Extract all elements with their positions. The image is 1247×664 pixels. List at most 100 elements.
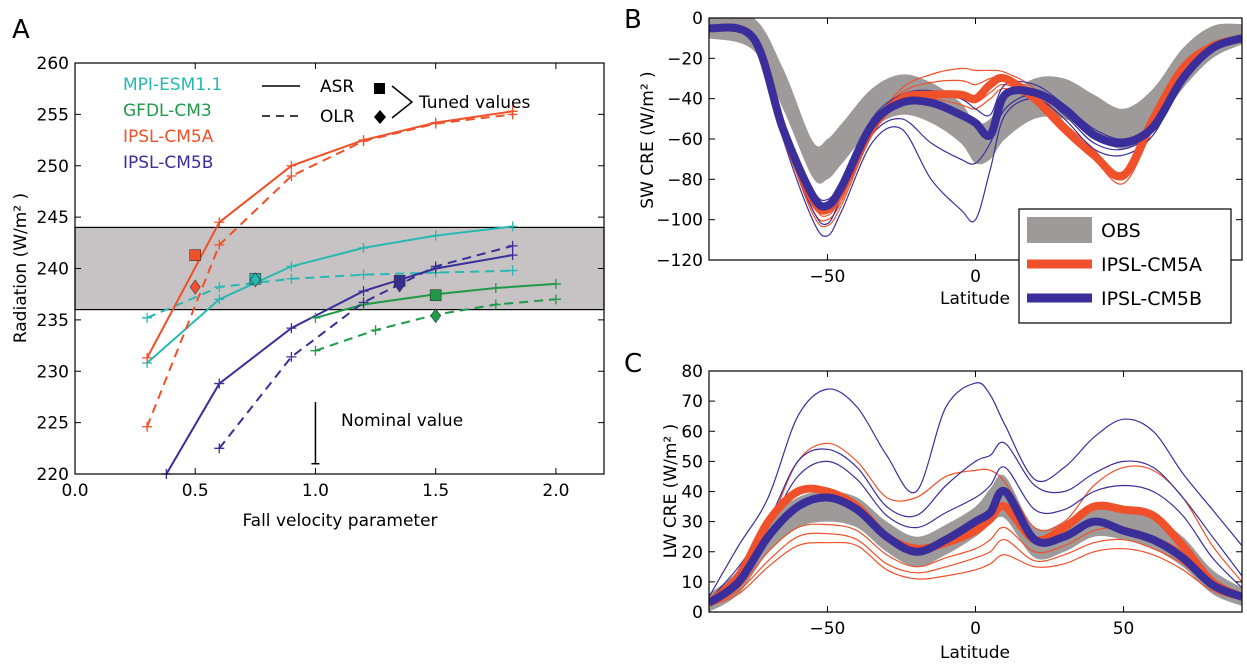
panel-b-ytick-label: −60 — [667, 130, 703, 150]
panel-a-xtick-label: 1.5 — [422, 481, 449, 501]
legend-model-mpi: MPI-ESM1.1 — [123, 75, 222, 95]
point-cm5b-olr-4 — [507, 240, 518, 251]
line-mpi-asr — [146, 225, 513, 364]
point-cm5a-olr-0 — [142, 421, 153, 432]
legend-tuned-label: Tuned values — [418, 93, 530, 113]
panel-c-axes-frame — [708, 370, 1243, 613]
line-mpi-olr — [146, 269, 513, 319]
point-mpi-asr-5 — [507, 221, 518, 232]
tuned-cm5a-olr — [189, 279, 201, 295]
point-cm5b-olr-2 — [358, 297, 369, 308]
panel-a-tuned-points — [189, 249, 442, 324]
panel-a-xtick-label: 2.0 — [542, 481, 569, 501]
line-cm5b-asr — [165, 254, 513, 475]
point-cm5a-asr-0 — [142, 352, 153, 363]
panel-c-ytick-label: 80 — [681, 362, 703, 382]
panel-a-ytick-label: 220 — [37, 465, 69, 485]
point-cm5a-olr-3 — [358, 136, 369, 147]
point-mpi-asr-4 — [430, 230, 441, 241]
panel-c-cm5a-member-3 — [709, 541, 1242, 607]
legend-obs-swatch — [1027, 217, 1092, 243]
panel-b-letter: B — [624, 5, 642, 35]
panel-a-ytick-label: 240 — [37, 260, 69, 280]
panel-a-xtick-label: 1.0 — [302, 481, 329, 501]
tuned-cm5b-olr — [394, 277, 405, 293]
legend-model-cm5b: IPSL-CM5B — [123, 153, 213, 173]
point-gfdl-asr-3 — [490, 283, 501, 294]
panel-b-ytick-label: −100 — [656, 211, 703, 231]
legend-square-marker — [374, 83, 385, 94]
tuned-mpi-olr — [249, 272, 261, 288]
point-gfdl-olr-4 — [550, 294, 561, 305]
tuned-cm5a-asr — [189, 249, 202, 261]
point-cm5a-asr-2 — [286, 160, 297, 171]
legend-olr-label: OLR — [320, 107, 355, 127]
line-cm5b-olr — [218, 244, 513, 449]
panel-a-ticks: 0.0 0.5 1.0 1.5 2.0 220 225 230 235 240 245 250 255 2… — [37, 54, 604, 501]
panel-c-xtick-label: 0 — [970, 619, 981, 639]
panel-c-ytick-label: 50 — [681, 452, 703, 472]
point-mpi-asr-2 — [286, 261, 297, 272]
point-cm5a-olr-4 — [430, 118, 441, 129]
panel-c-ticks: −50 0 50 0 10 20 30 40 50 60 70 80 — [681, 362, 1242, 639]
panel-a-letter: A — [12, 15, 30, 45]
line-cm5a-olr — [146, 113, 513, 428]
panel-a-ytick-label: 255 — [37, 105, 69, 125]
panel-c-cm5b-member-0 — [709, 382, 1242, 598]
legend-bracket — [391, 85, 414, 119]
legend-cm5a-label: IPSL-CM5A — [1101, 254, 1202, 276]
panel-b-ytick-label: −120 — [656, 251, 703, 271]
point-cm5a-olr-1 — [214, 239, 225, 250]
panel-c-ytick-label: 20 — [681, 543, 703, 563]
panel-c-cm5a-member-2 — [709, 532, 1242, 607]
target-band — [74, 226, 605, 311]
point-cm5b-olr-3 — [430, 261, 441, 272]
panel-b-ytick-label: −80 — [667, 170, 703, 190]
point-cm5b-olr-0 — [214, 443, 225, 454]
panel-c-xlabel: Latitude — [940, 643, 1010, 663]
point-cm5b-asr-3 — [358, 286, 369, 297]
panel-a-ytick-label: 230 — [37, 362, 69, 382]
panel-b-xlabel: Latitude — [940, 289, 1010, 309]
nominal-value-label: Nominal value — [341, 411, 463, 431]
point-mpi-olr-3 — [358, 269, 369, 280]
point-cm5a-asr-1 — [214, 217, 225, 228]
panel-c-cm5b-mean-line — [709, 486, 1242, 607]
point-gfdl-olr-3 — [490, 299, 501, 310]
point-cm5b-asr-2 — [286, 323, 297, 334]
panel-c-ytick-label: 70 — [681, 392, 703, 412]
panel-a-ylabel: Radiation (W/m² ) — [11, 193, 31, 343]
panel-c-ytick-label: 10 — [681, 573, 703, 593]
point-gfdl-asr-4 — [550, 278, 561, 289]
panel-c-cm5a-mean-line — [709, 484, 1242, 607]
panel-a-xtick-label: 0.5 — [182, 481, 209, 501]
legend-asr-label: ASR — [320, 77, 354, 97]
panel-c-cm5b-member-2 — [709, 460, 1242, 604]
legend-diamond-marker — [374, 110, 386, 124]
panel-a-xtick-label: 0.0 — [61, 481, 88, 501]
panel-b-ticks: −50 0 −120 −100 −80 −60 −40 −20 0 — [656, 9, 1242, 287]
panel-a-ytick-label: 260 — [37, 54, 69, 74]
legend-obs-label: OBS — [1101, 220, 1141, 242]
panel-b: B −50 0 −120 −100 −80 −60 −40 −20 0 Latitude SW … — [624, 5, 1243, 324]
point-gfdl-asr-0 — [310, 312, 321, 323]
panel-b-cm5b-mean-line — [709, 23, 1242, 211]
panel-c-cm5b-member-1 — [709, 441, 1242, 601]
panel-a-ytick-label: 225 — [37, 414, 69, 434]
panel-c-ytick-label: 40 — [681, 483, 703, 503]
panel-c-ytick-label: 0 — [692, 603, 703, 623]
point-gfdl-olr-1 — [370, 325, 381, 336]
point-cm5a-olr-2 — [286, 171, 297, 182]
point-gfdl-olr-0 — [310, 345, 321, 356]
panel-c-xtick-label: 50 — [1113, 619, 1135, 639]
panel-c-ylabel: LW CRE (W/m² ) — [661, 424, 681, 559]
point-cm5b-asr-5 — [507, 250, 518, 261]
panel-a: A 0.0 0.5 1.0 1.5 2.0 220 225 230 235 240 245 250 25… — [11, 15, 605, 531]
point-cm5b-olr-1 — [286, 351, 297, 362]
legend-cm5b-label: IPSL-CM5B — [1101, 288, 1202, 310]
panel-c-member-lines — [709, 382, 1242, 607]
point-mpi-olr-1 — [214, 281, 225, 292]
point-mpi-asr-3 — [358, 242, 369, 253]
panel-a-xlabel: Fall velocity parameter — [242, 511, 437, 531]
